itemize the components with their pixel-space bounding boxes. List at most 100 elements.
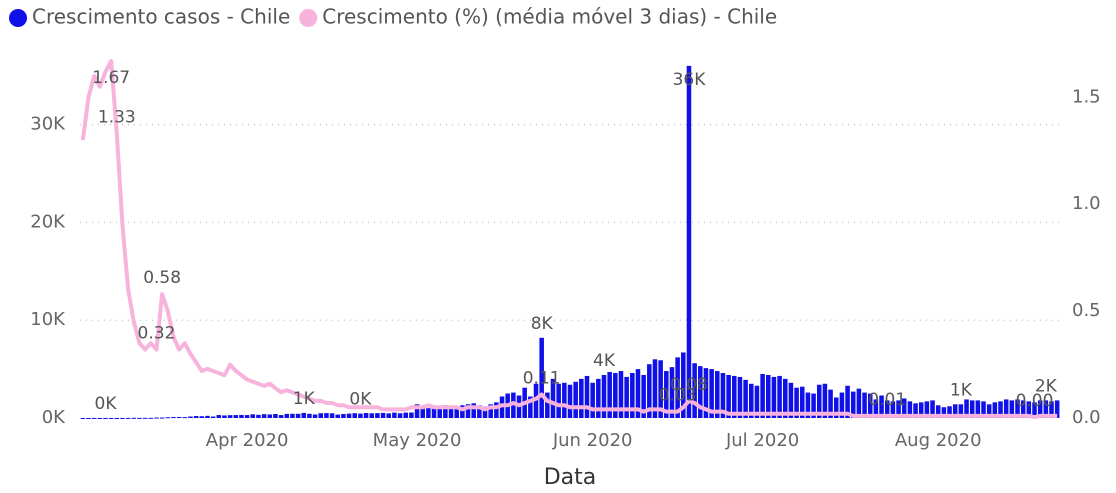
data-label: 4K — [593, 351, 616, 371]
bar — [193, 416, 199, 418]
bar — [709, 369, 714, 418]
bar — [154, 417, 159, 419]
bar — [782, 378, 788, 418]
data-label: 0.11 — [523, 368, 561, 388]
data-label: 1K — [950, 380, 973, 400]
bar — [896, 400, 901, 418]
bar — [754, 385, 760, 418]
data-label: 8K — [531, 314, 554, 334]
bar — [686, 65, 692, 418]
bar — [409, 412, 414, 418]
bar — [471, 403, 476, 418]
bar — [233, 415, 239, 418]
bar — [579, 378, 584, 418]
bar — [771, 376, 777, 418]
bar — [329, 413, 335, 418]
bar — [307, 413, 312, 418]
bar — [403, 412, 408, 418]
bar — [341, 413, 346, 418]
bar — [511, 392, 516, 418]
data-label: 0.00 — [1016, 391, 1054, 411]
bar — [669, 367, 675, 418]
data-label: 1.33 — [98, 108, 136, 128]
y-tick-label: 30K — [30, 114, 66, 135]
bar — [97, 417, 103, 419]
bar — [125, 417, 131, 419]
bar — [652, 359, 658, 418]
legend-marker — [299, 9, 318, 27]
bar — [732, 375, 737, 418]
bar — [630, 373, 635, 418]
bar — [635, 369, 641, 418]
bar — [176, 416, 182, 418]
bar — [590, 382, 595, 418]
data-label: 2K — [1035, 376, 1058, 396]
y-tick-label: 10K — [30, 309, 66, 330]
y2-tick-label: 0.5 — [1072, 300, 1101, 321]
bar — [743, 379, 748, 418]
bar — [613, 373, 618, 418]
bar — [805, 392, 811, 418]
data-label: 0.08 — [670, 375, 708, 395]
bar — [352, 413, 358, 418]
legend-marker — [9, 9, 27, 27]
bar — [290, 413, 295, 418]
bar — [295, 413, 301, 418]
bar — [556, 383, 561, 418]
bar — [856, 388, 862, 418]
bar — [641, 374, 646, 418]
bar — [380, 412, 386, 418]
bar — [431, 407, 437, 418]
bar — [737, 376, 743, 418]
bar — [998, 401, 1003, 418]
bar — [120, 417, 125, 419]
bar — [964, 399, 969, 418]
bar — [839, 392, 845, 418]
data-label: 36K — [673, 70, 707, 90]
bar — [618, 371, 624, 418]
bar — [947, 406, 952, 418]
bar — [369, 413, 374, 418]
bar — [562, 382, 567, 418]
bar — [647, 364, 652, 418]
data-label: 1K — [293, 389, 316, 409]
bar — [930, 400, 935, 418]
bar — [465, 404, 471, 418]
bar — [816, 384, 822, 418]
bar — [1049, 401, 1054, 418]
data-label: 0.32 — [138, 324, 176, 344]
bar — [284, 413, 290, 418]
bar — [205, 415, 210, 418]
bar — [482, 406, 488, 418]
bar — [324, 413, 329, 418]
bar — [715, 371, 720, 418]
bar — [244, 415, 250, 418]
bar — [924, 401, 930, 418]
bar — [539, 337, 544, 418]
bar — [216, 415, 222, 418]
x-tick-label: Apr 2020 — [206, 430, 289, 451]
bar — [794, 387, 799, 418]
bar — [720, 373, 726, 418]
bar — [188, 416, 193, 418]
bar — [1043, 400, 1049, 418]
bar — [828, 389, 833, 418]
bar — [975, 400, 981, 418]
bar — [114, 417, 120, 419]
y2-tick-label: 1.0 — [1072, 193, 1101, 214]
bar — [386, 413, 391, 418]
bar — [375, 413, 380, 418]
bar — [346, 413, 352, 418]
bar — [692, 363, 697, 418]
bar — [159, 417, 165, 419]
bar — [1015, 399, 1020, 418]
bar — [363, 413, 369, 418]
bar — [448, 407, 454, 418]
bar — [267, 414, 273, 418]
bar — [986, 404, 992, 418]
bar — [182, 417, 188, 419]
bar — [918, 402, 924, 418]
bar — [199, 416, 205, 418]
bar — [437, 406, 442, 418]
bar — [335, 414, 341, 418]
